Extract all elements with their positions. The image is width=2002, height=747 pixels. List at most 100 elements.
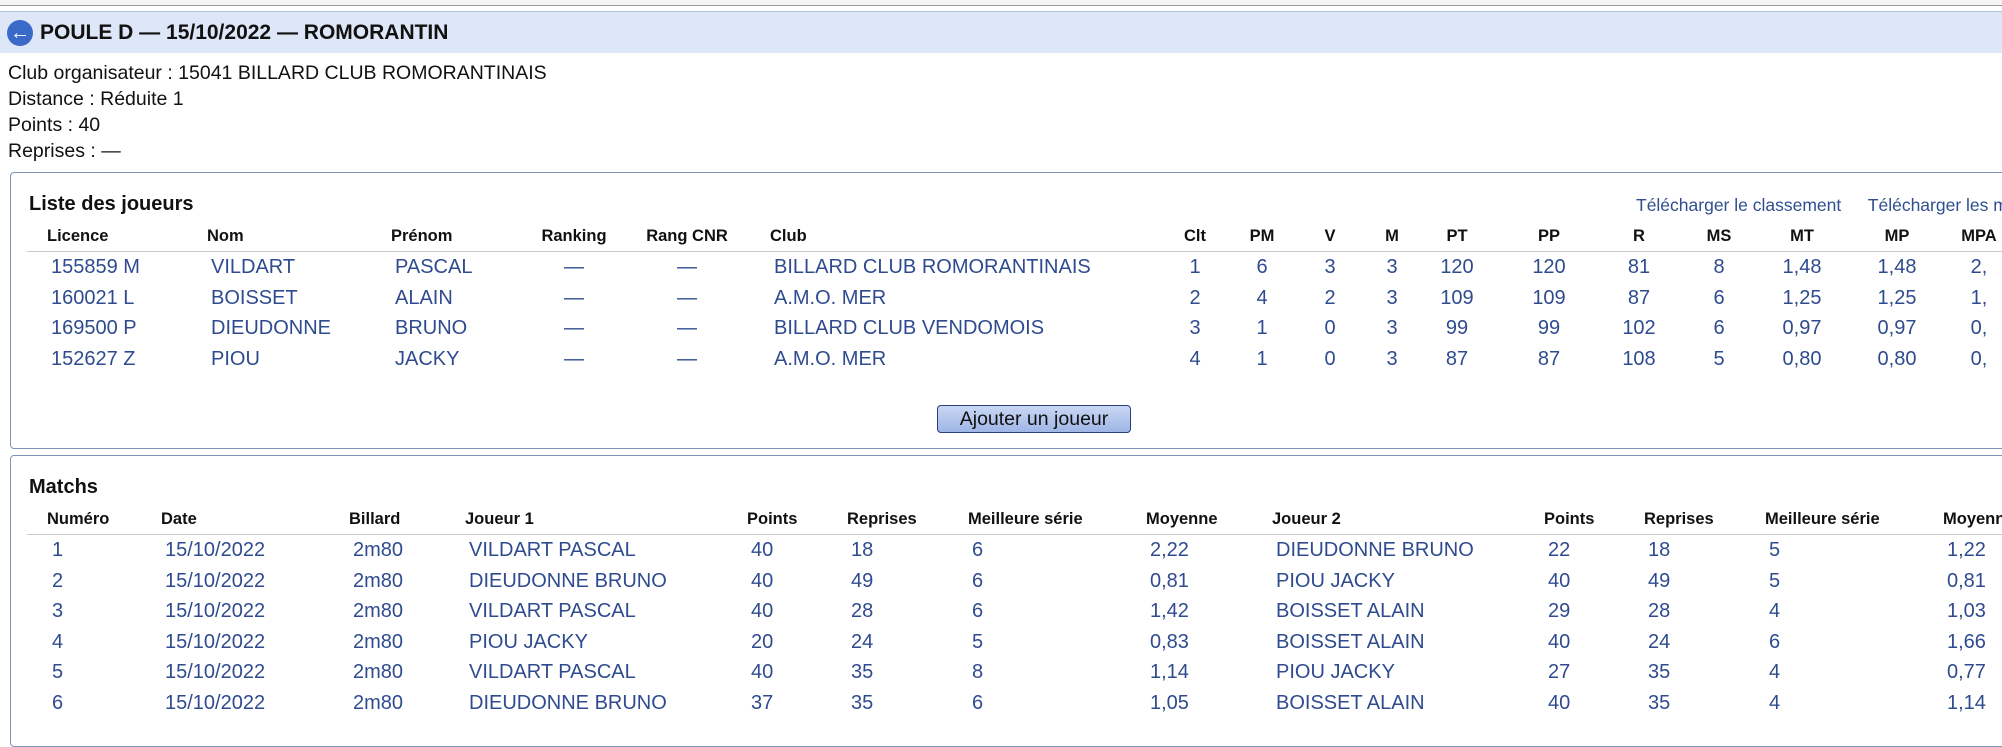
matches-header-meilleure-s-rie: Meilleure série <box>968 510 1083 528</box>
players-header-pr-nom: Prénom <box>391 227 453 245</box>
table-cell: 1 <box>1256 347 1268 370</box>
table-cell: 87 <box>1627 286 1651 309</box>
table-cell: — <box>677 256 697 278</box>
table-cell: 4 <box>1769 661 1781 683</box>
table-cell: 6 <box>972 600 984 622</box>
players-header-ranking: Ranking <box>541 227 607 245</box>
table-cell: 2,22 <box>1150 539 1189 561</box>
table-cell: 2, <box>1970 256 1988 278</box>
table-cell: DIEUDONNE BRUNO <box>469 569 667 592</box>
table-cell: — <box>564 256 584 278</box>
table-row[interactable]: 160021 L BOISSET ALAIN — — A.M.O. MER 2 4 2 3 109 1… <box>27 287 2002 317</box>
table-cell: 15/10/2022 <box>165 569 266 592</box>
table-cell: PIOU JACKY <box>1276 569 1395 592</box>
table-cell: 40 <box>751 569 774 592</box>
table-cell: 8 <box>972 661 984 683</box>
players-header-r: R <box>1633 227 1645 245</box>
table-cell: JACKY <box>395 347 460 370</box>
table-cell: 1,42 <box>1150 600 1189 622</box>
table-cell: 29 <box>1548 600 1571 622</box>
table-row[interactable]: 1 15/10/2022 2m80 VILDART PASCAL 40 18 6 2,22 DI… <box>27 539 2002 569</box>
table-cell: 40 <box>1548 691 1571 714</box>
table-cell: ALAIN <box>395 286 453 309</box>
table-cell: 0,97 <box>1877 317 1917 339</box>
table-row[interactable]: 5 15/10/2022 2m80 VILDART PASCAL 40 35 8 1,14 PI… <box>27 661 2002 691</box>
table-cell: 1,66 <box>1947 630 1986 653</box>
table-cell: 3 <box>1386 256 1398 278</box>
table-row[interactable]: 4 15/10/2022 2m80 PIOU JACKY 20 24 5 0,83 BOISSE… <box>27 631 2002 661</box>
table-cell: 5 <box>52 661 64 683</box>
matches-header-billard: Billard <box>349 510 401 528</box>
table-cell: 15/10/2022 <box>165 630 266 653</box>
players-header-nom: Nom <box>207 227 244 245</box>
players-header-clt: Clt <box>1184 227 1206 245</box>
table-cell: DIEUDONNE <box>211 317 332 339</box>
table-row[interactable]: 2 15/10/2022 2m80 DIEUDONNE BRUNO 40 49 6 0,81 P… <box>27 570 2002 600</box>
table-cell: 109 <box>1532 286 1566 309</box>
download-links: Télécharger le classement Télécharger le… <box>1636 195 2002 216</box>
table-cell: 81 <box>1627 256 1651 278</box>
table-cell: 18 <box>851 539 874 561</box>
reprises-info: Reprises : — <box>8 140 121 162</box>
table-cell: 0,77 <box>1947 661 1986 683</box>
players-table-header: Licence Nom Prénom Ranking Rang CNR Club Clt PM… <box>27 227 2002 252</box>
table-cell: BOISSET ALAIN <box>1276 691 1425 714</box>
table-cell: — <box>677 286 697 309</box>
table-row[interactable]: 155859 M VILDART PASCAL — — BILLARD CLUB ROMO… <box>27 256 2002 286</box>
table-cell: 27 <box>1548 661 1571 683</box>
table-cell: 35 <box>851 691 874 714</box>
table-cell: 15/10/2022 <box>165 691 266 714</box>
table-cell: 6 <box>1713 286 1725 309</box>
distance-info: Distance : Réduite 1 <box>8 88 184 110</box>
table-cell: 4 <box>1769 691 1781 714</box>
table-cell: — <box>564 347 584 370</box>
table-row[interactable]: 169500 P DIEUDONNE BRUNO — — BILLARD CLUB VEN… <box>27 317 2002 347</box>
table-cell: VILDART <box>211 256 296 278</box>
players-header-mt: MT <box>1790 227 1814 245</box>
table-cell: 0 <box>1324 347 1336 370</box>
table-cell: 0,80 <box>1877 347 1917 370</box>
download-ranking-link[interactable]: Télécharger le classement <box>1636 195 1842 215</box>
table-cell: 0,81 <box>1947 569 1986 592</box>
back-arrow-icon[interactable]: ← <box>7 19 33 46</box>
table-cell: 15/10/2022 <box>165 539 266 561</box>
table-cell: 49 <box>851 569 874 592</box>
table-cell: 49 <box>1648 569 1671 592</box>
table-cell: PIOU <box>211 347 260 370</box>
matches-panel-title: Matchs <box>29 476 98 498</box>
table-row[interactable]: 152627 Z PIOU JACKY — — A.M.O. MER 4 1 0 3 87 87 108… <box>27 348 2002 378</box>
table-cell: 2m80 <box>353 661 404 683</box>
table-cell: 1,03 <box>1947 600 1986 622</box>
table-cell: 99 <box>1537 317 1561 339</box>
table-cell: — <box>677 347 697 370</box>
table-cell: 1 <box>1189 256 1201 278</box>
table-cell: 8 <box>1713 256 1725 278</box>
table-cell: 3 <box>1189 317 1201 339</box>
table-cell: 2m80 <box>353 630 404 653</box>
table-cell: 24 <box>851 630 874 653</box>
table-cell: PIOU JACKY <box>469 630 588 653</box>
table-cell: 5 <box>1769 569 1781 592</box>
table-row[interactable]: 3 15/10/2022 2m80 VILDART PASCAL 40 28 6 1,42 BO… <box>27 600 2002 630</box>
table-row[interactable]: 6 15/10/2022 2m80 DIEUDONNE BRUNO 37 35 6 1,05 B… <box>27 692 2002 722</box>
table-cell: 1,48 <box>1877 256 1917 278</box>
table-cell: 40 <box>1548 630 1571 653</box>
players-panel: Liste des joueurs Télécharger le classem… <box>10 172 2002 449</box>
table-cell: 1, <box>1970 286 1988 309</box>
table-cell: 1 <box>52 539 64 561</box>
table-cell: 1,14 <box>1947 691 1986 714</box>
table-cell: — <box>564 317 584 339</box>
matches-header-date: Date <box>161 510 197 528</box>
table-cell: PIOU JACKY <box>1276 661 1395 683</box>
table-cell: 120 <box>1532 256 1566 278</box>
matches-header-points: Points <box>1544 510 1595 528</box>
table-cell: 6 <box>972 691 984 714</box>
table-cell: 1,22 <box>1947 539 1986 561</box>
club-organizer: Club organisateur : 15041 BILLARD CLUB R… <box>8 62 547 84</box>
download-matches-link[interactable]: Télécharger les m <box>1867 195 2002 215</box>
table-cell: 2m80 <box>353 539 404 561</box>
table-cell: 155859 M <box>51 256 140 278</box>
players-header-pm: PM <box>1249 227 1275 245</box>
add-player-button[interactable]: Ajouter un joueur <box>937 405 1131 433</box>
table-cell: VILDART PASCAL <box>469 600 636 622</box>
